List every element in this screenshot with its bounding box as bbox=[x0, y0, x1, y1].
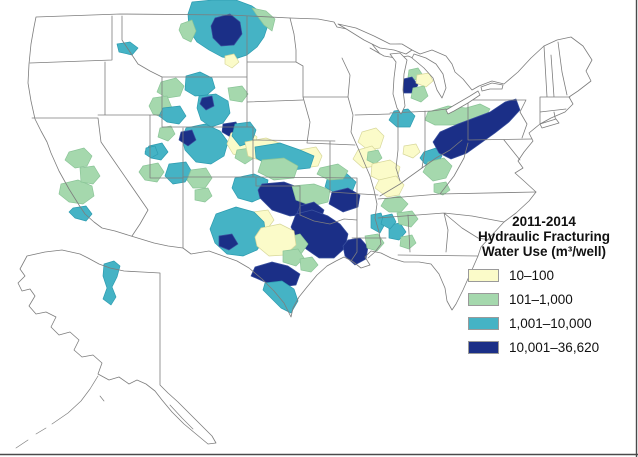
watershed-region-c2 bbox=[157, 125, 176, 142]
watershed-region-c2 bbox=[291, 183, 331, 207]
legend-item: 10–100 bbox=[468, 268, 636, 283]
watershed-region-c2 bbox=[410, 85, 429, 103]
watershed-region-c2 bbox=[138, 162, 165, 183]
watershed-region-c3 bbox=[68, 205, 93, 222]
watershed-region-c2 bbox=[257, 157, 299, 181]
legend-item: 101–1,000 bbox=[468, 292, 636, 307]
watershed-region-c3 bbox=[388, 222, 407, 241]
watershed-region-c2 bbox=[64, 147, 93, 169]
watershed-region-c2 bbox=[433, 181, 451, 196]
watershed-region-c2 bbox=[422, 157, 453, 182]
watershed-region-c2 bbox=[156, 77, 185, 99]
watershed-region-c3 bbox=[144, 145, 159, 159]
legend-swatch bbox=[468, 341, 499, 354]
aleutian-islands bbox=[15, 375, 194, 449]
lake-superior bbox=[337, 23, 413, 55]
state-borders-midwest bbox=[341, 43, 463, 259]
watershed-region-c2 bbox=[299, 256, 319, 273]
watershed-region-c3 bbox=[164, 161, 193, 185]
legend-swatch bbox=[468, 317, 499, 330]
watershed-region-c3 bbox=[158, 105, 187, 125]
watershed-region-c3 bbox=[184, 71, 216, 97]
watershed-region-c2 bbox=[380, 195, 409, 213]
legend-label: 101–1,000 bbox=[509, 292, 573, 307]
watershed-region-c4 bbox=[199, 95, 215, 111]
watershed-region-c1 bbox=[402, 143, 421, 159]
legend-item: 10,001–36,620 bbox=[468, 340, 636, 355]
map-legend: 2011-2014 Hydraulic Fracturing Water Use… bbox=[452, 214, 636, 355]
legend-title-line2: Hydraulic Fracturing bbox=[477, 229, 611, 244]
watershed-region-c2 bbox=[316, 163, 349, 181]
watershed-region-c2 bbox=[366, 149, 383, 165]
watershed-region-c4 bbox=[432, 98, 521, 160]
great-lakes bbox=[337, 23, 560, 129]
state-borders-west bbox=[29, 15, 184, 249]
legend-label: 1,001–10,000 bbox=[509, 316, 592, 331]
legend-label: 10,001–36,620 bbox=[509, 340, 600, 355]
watershed-region-c2 bbox=[178, 19, 197, 43]
watershed-region-c4 bbox=[342, 237, 369, 266]
watershed-region-c2 bbox=[186, 167, 213, 189]
watershed-region-c1 bbox=[357, 127, 385, 151]
watershed-region-c1 bbox=[415, 72, 434, 88]
watershed-region-c2 bbox=[399, 234, 417, 250]
alaska-land bbox=[18, 250, 216, 444]
legend-item: 1,001–10,000 bbox=[468, 316, 636, 331]
watershed-region-c2 bbox=[227, 85, 249, 103]
lake-michigan bbox=[389, 52, 408, 115]
alaska-outline bbox=[17, 249, 217, 445]
legend-items: 10–100 101–1,000 1,001–10,000 10,001–36,620 bbox=[452, 268, 636, 355]
watershed-region-c4 bbox=[218, 233, 239, 251]
long-island bbox=[539, 118, 560, 129]
lake-huron bbox=[411, 53, 447, 99]
watershed-region-c4 bbox=[328, 187, 361, 213]
borders-layer bbox=[15, 13, 593, 449]
watershed-region-c2 bbox=[251, 7, 276, 32]
legend-swatch bbox=[468, 293, 499, 306]
watershed-region-c2 bbox=[194, 187, 213, 203]
legend-title-line1: 2011-2014 bbox=[512, 214, 576, 229]
watershed-region-c4 bbox=[210, 13, 243, 47]
legend-label: 10–100 bbox=[509, 268, 555, 283]
lower48-outline bbox=[27, 13, 593, 318]
state-borders-east bbox=[377, 41, 571, 257]
lake-ontario bbox=[480, 82, 504, 92]
watershed-region-c1 bbox=[374, 175, 405, 198]
legend-title: 2011-2014 Hydraulic Fracturing Water Use… bbox=[452, 214, 636, 259]
watershed-region-c3 bbox=[388, 108, 416, 128]
watershed-region-c2 bbox=[79, 165, 101, 185]
lake-erie bbox=[445, 90, 481, 115]
regions-layer bbox=[58, 0, 521, 314]
watershed-region-c1 bbox=[224, 53, 240, 69]
legend-title-line3: Water Use (m³/well) bbox=[481, 244, 607, 259]
state-borders-plains bbox=[161, 15, 387, 262]
watershed-region-c3 bbox=[102, 260, 121, 306]
legend-swatch bbox=[468, 269, 499, 282]
